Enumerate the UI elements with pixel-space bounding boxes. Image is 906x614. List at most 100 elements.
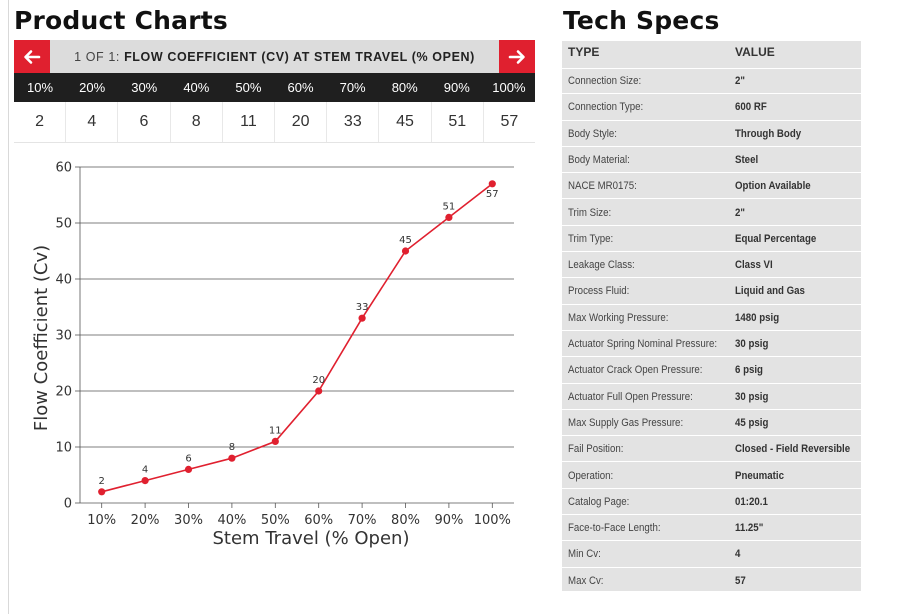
cv-value-cell: 57 bbox=[482, 102, 535, 142]
spec-row: Leakage Class: Class VI bbox=[562, 252, 861, 279]
cv-value-cell: 4 bbox=[65, 102, 117, 142]
data-label: 57 bbox=[486, 189, 499, 200]
spec-type: Max Supply Gas Pressure: bbox=[568, 416, 684, 429]
percent-header-cell: 90% bbox=[443, 80, 470, 95]
spec-type: Trim Type: bbox=[568, 232, 614, 245]
spec-row: Max Cv: 57 bbox=[562, 568, 861, 594]
tech-specs-table: TYPE VALUE Connection Size: 2" Connection … bbox=[562, 41, 861, 594]
data-point bbox=[401, 247, 410, 255]
data-label: 51 bbox=[443, 201, 456, 212]
spec-row: Max Supply Gas Pressure: 45 psig bbox=[562, 410, 861, 437]
spec-type: Catalog Page: bbox=[568, 495, 630, 508]
flow-coefficient-chart: 0 10 20 30 40 50 60 10% 20% 30% 40% 50% 60% 70% 80% 90%… bbox=[31, 161, 514, 549]
y-tick-label: 60 bbox=[55, 161, 72, 176]
percent-header-row: 10% 20% 30% 40% 50% 60% 70% 80% 90% 100% bbox=[14, 73, 535, 102]
percent-header-cell: 60% bbox=[287, 80, 314, 95]
percent-header-cell: 20% bbox=[79, 80, 106, 95]
chart-navigation-bar: 1 OF 1: FLOW COEFFICIENT (CV) AT STEM TR… bbox=[14, 40, 535, 73]
spec-row: Actuator Spring Nominal Pressure: 30 psig bbox=[562, 331, 861, 358]
chart-pager: 1 OF 1: bbox=[74, 49, 120, 64]
data-point bbox=[271, 437, 279, 445]
cv-value-cell: 45 bbox=[378, 102, 430, 142]
x-tick-label: 60% bbox=[304, 513, 333, 528]
type-column-header: TYPE bbox=[568, 45, 600, 59]
arrow-left-icon bbox=[24, 49, 41, 64]
spec-value: 30 psig bbox=[735, 390, 769, 403]
x-tick-label: 90% bbox=[434, 513, 463, 528]
spec-type: Body Material: bbox=[568, 153, 630, 166]
spec-row: Actuator Crack Open Pressure: 6 psig bbox=[562, 357, 861, 384]
cv-value-cell: 20 bbox=[274, 102, 326, 142]
data-label: 6 bbox=[185, 453, 191, 464]
spec-type: Body Style: bbox=[568, 127, 617, 140]
value-column-header: VALUE bbox=[735, 45, 775, 59]
percent-header-cell: 40% bbox=[183, 80, 210, 95]
spec-row: Connection Size: 2" bbox=[562, 68, 861, 95]
data-label: 33 bbox=[356, 302, 369, 313]
data-point bbox=[445, 213, 453, 221]
percent-header-cell: 70% bbox=[339, 80, 366, 95]
tech-specs-header-row: TYPE VALUE bbox=[562, 41, 861, 69]
spec-type: Max Cv: bbox=[568, 574, 604, 587]
data-point bbox=[98, 488, 106, 496]
x-tick-label: 30% bbox=[174, 513, 203, 528]
spec-value: 01:20.1 bbox=[735, 495, 768, 508]
spec-row: Operation: Pneumatic bbox=[562, 463, 861, 489]
spec-type: Actuator Spring Nominal Pressure: bbox=[568, 338, 718, 350]
data-point bbox=[141, 477, 149, 485]
spec-type: Fail Position: bbox=[568, 443, 624, 456]
percent-header-cell: 100% bbox=[492, 80, 526, 95]
spec-row: Body Style: Through Body bbox=[562, 121, 861, 147]
x-tick-label: 20% bbox=[131, 513, 160, 528]
y-tick-label: 50 bbox=[55, 217, 72, 232]
data-label: 8 bbox=[229, 442, 235, 453]
spec-type: Trim Size: bbox=[568, 206, 612, 219]
spec-row: Min Cv: 4 bbox=[562, 541, 861, 568]
spec-type: Min Cv: bbox=[568, 548, 601, 561]
spec-value: 6 psig bbox=[735, 364, 763, 377]
data-point bbox=[228, 454, 236, 462]
arrow-right-icon bbox=[508, 49, 525, 64]
spec-value: Equal Percentage bbox=[735, 232, 817, 245]
percent-header-cell: 50% bbox=[235, 80, 262, 95]
cv-value-cell: 33 bbox=[326, 102, 378, 142]
spec-value: 600 RF bbox=[735, 101, 767, 114]
percent-header-cell: 80% bbox=[391, 80, 418, 95]
cv-value-cell: 8 bbox=[169, 102, 222, 142]
data-point bbox=[358, 314, 366, 322]
page-left-border bbox=[8, 0, 9, 614]
y-tick-label: 20 bbox=[55, 385, 72, 400]
spec-value: 2" bbox=[735, 75, 745, 87]
next-chart-button[interactable] bbox=[499, 40, 535, 73]
spec-value: Through Body bbox=[735, 127, 802, 140]
data-point bbox=[488, 180, 496, 188]
spec-value: Closed - Field Reversible bbox=[735, 443, 851, 456]
spec-value: Steel bbox=[735, 153, 759, 166]
cv-value-row: 2 4 6 8 11 20 33 45 51 57 bbox=[14, 102, 535, 143]
spec-row: Max Working Pressure: 1480 psig bbox=[562, 305, 861, 331]
data-label: 11 bbox=[269, 425, 282, 436]
spec-value: 4 bbox=[735, 548, 741, 561]
cv-value-cell: 2 bbox=[35, 113, 45, 130]
data-label: 20 bbox=[312, 375, 325, 386]
x-tick-label: 80% bbox=[391, 513, 420, 528]
data-label: 4 bbox=[142, 465, 148, 476]
spec-value: Liquid and Gas bbox=[735, 285, 805, 298]
spec-type: Operation: bbox=[568, 469, 614, 482]
product-charts-heading: Product Charts bbox=[14, 6, 228, 35]
spec-type: Connection Size: bbox=[568, 75, 642, 87]
spec-type: NACE MR0175: bbox=[568, 180, 637, 193]
spec-value: Option Available bbox=[735, 180, 811, 193]
spec-type: Actuator Full Open Pressure: bbox=[568, 390, 693, 403]
spec-row: Face-to-Face Length: 11.25" bbox=[562, 515, 861, 542]
spec-row: NACE MR0175: Option Available bbox=[562, 173, 861, 200]
spec-value: Class VI bbox=[735, 259, 773, 272]
series-line bbox=[101, 183, 493, 493]
previous-chart-button[interactable] bbox=[14, 40, 50, 73]
spec-row: Process Fluid: Liquid and Gas bbox=[562, 278, 861, 305]
x-tick-label: 10% bbox=[87, 513, 116, 528]
cv-value-cell: 6 bbox=[117, 102, 169, 142]
spec-type: Process Fluid: bbox=[568, 285, 630, 298]
spec-type: Max Working Pressure: bbox=[568, 311, 669, 324]
cv-value-cell: 51 bbox=[430, 102, 483, 142]
